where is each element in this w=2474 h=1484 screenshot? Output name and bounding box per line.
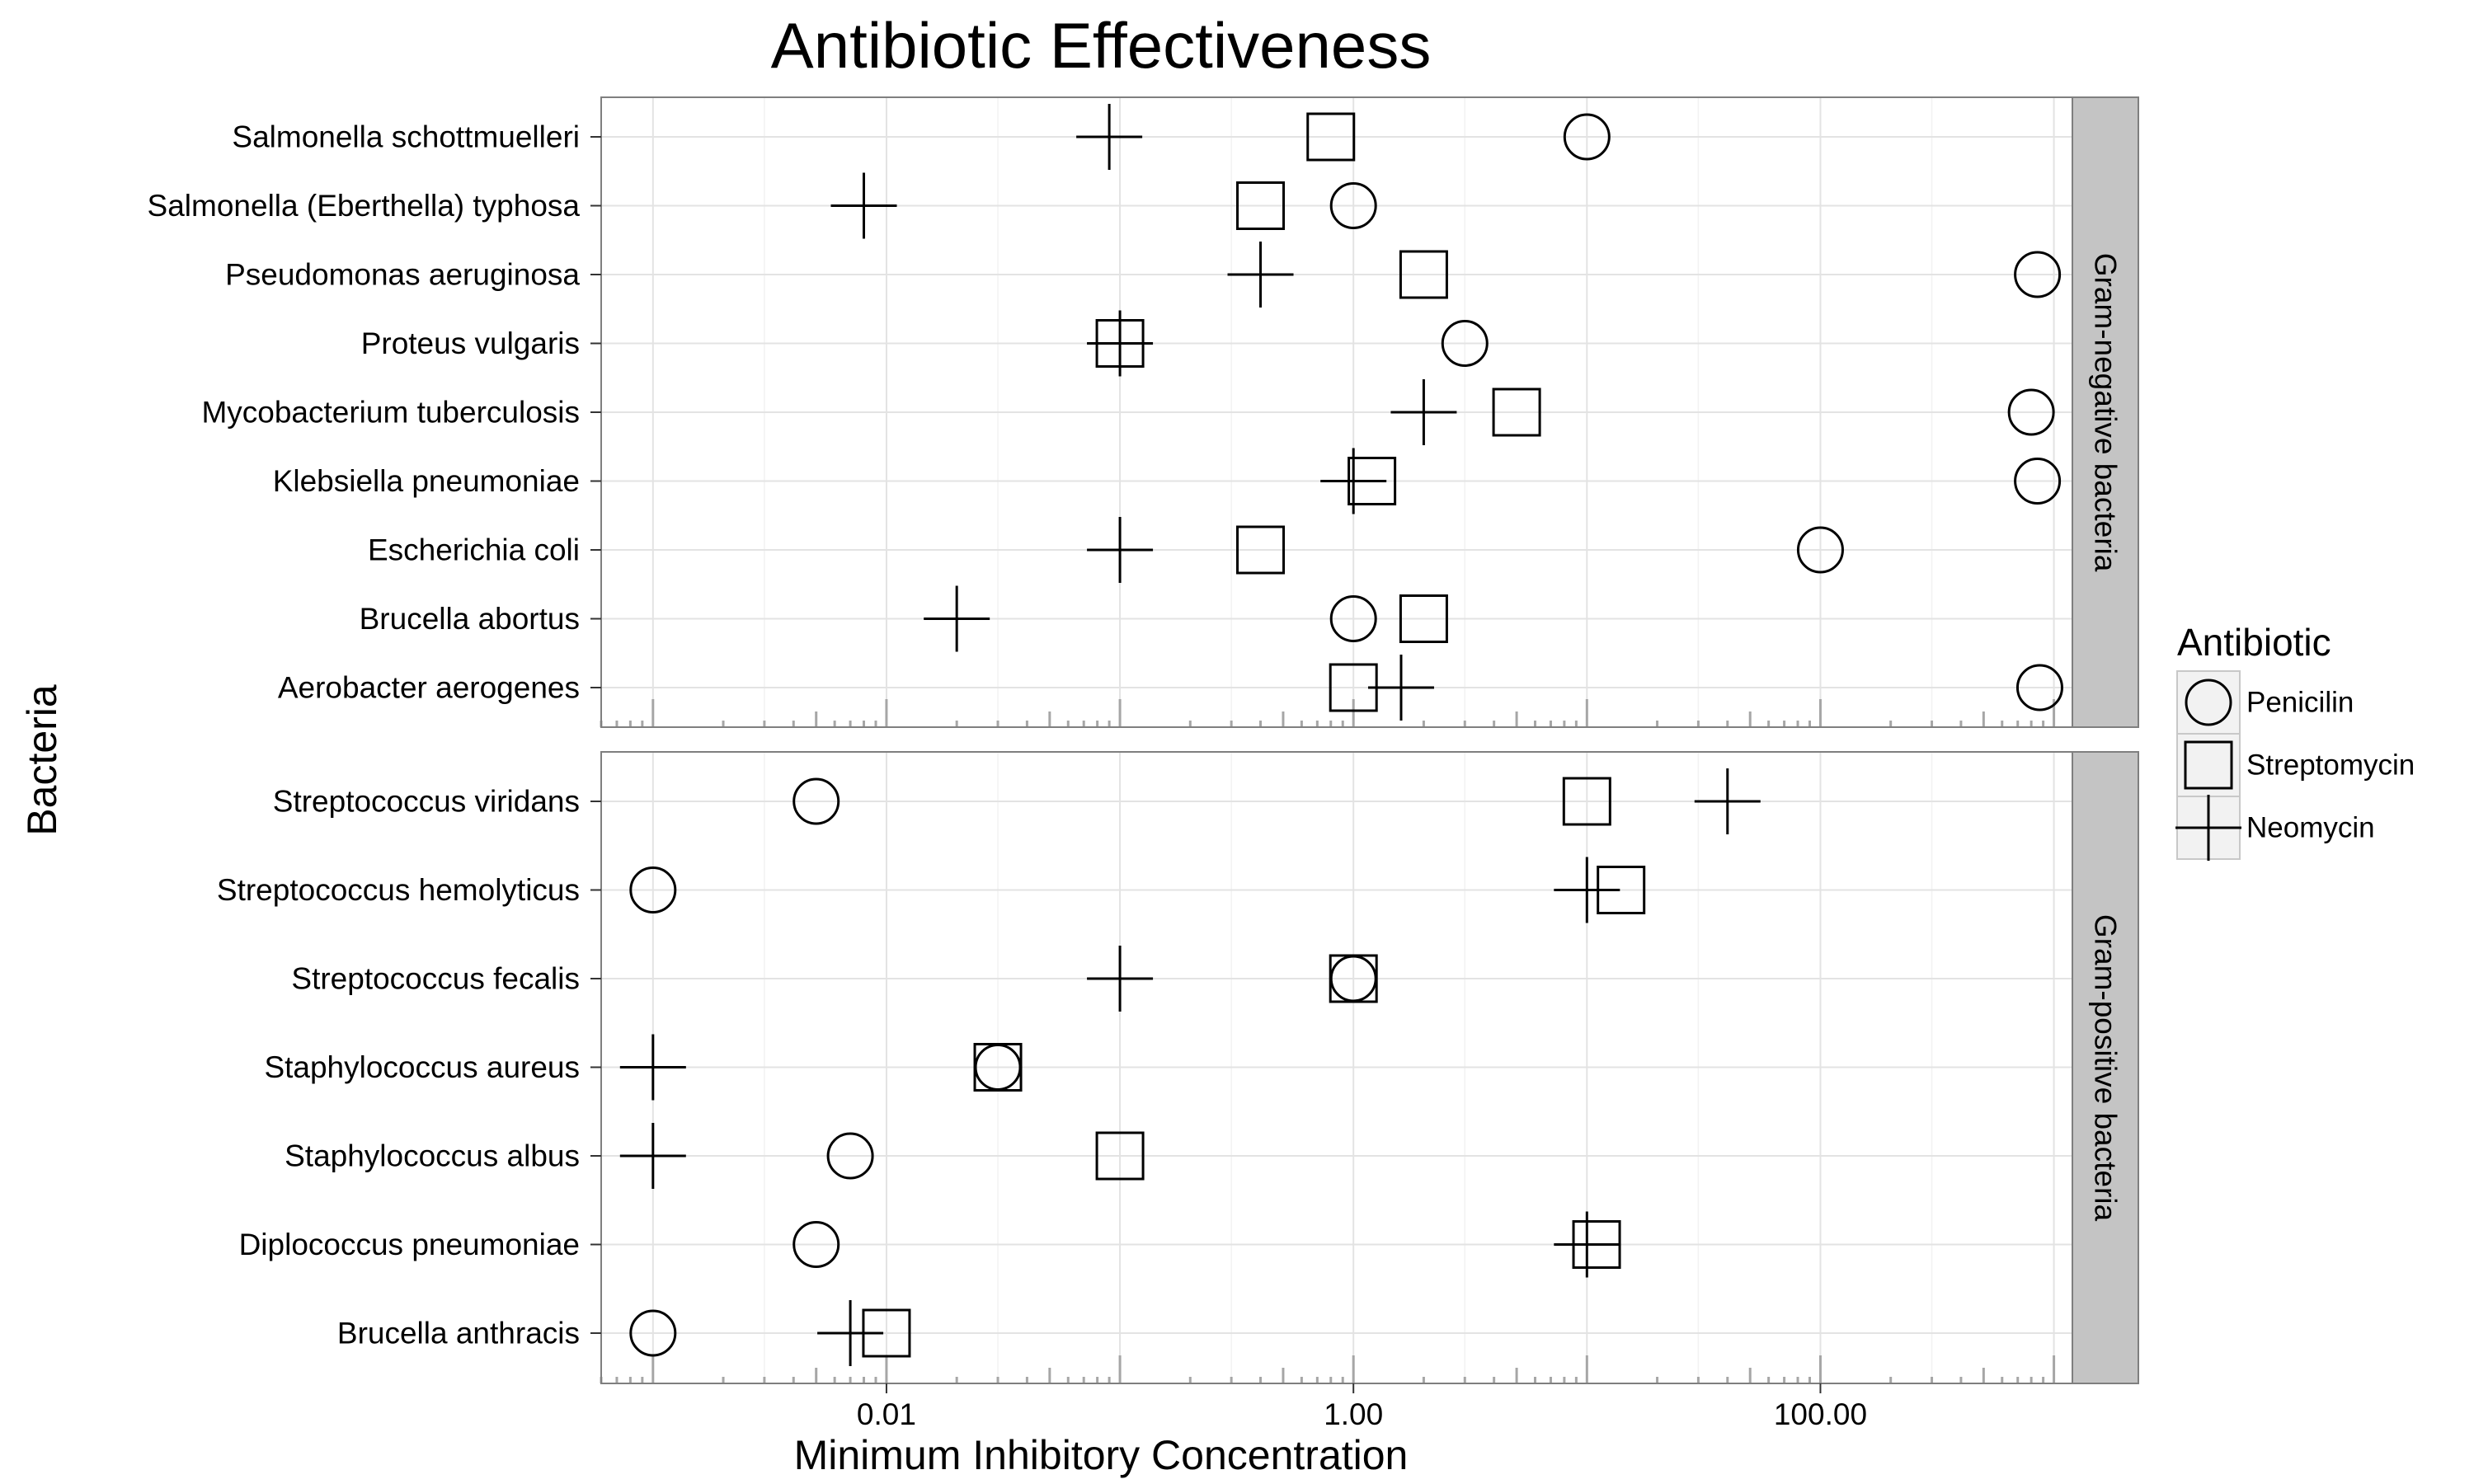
points [619,768,1761,1366]
legend-penicilin-circle [2185,679,2232,726]
point-streptomycin-square [973,1043,1023,1092]
category-label: Diplococcus pneumoniae [239,1228,580,1261]
point-penicilin-circle [629,866,677,913]
legend-entry: Neomycin [2175,795,2375,861]
legend: Antibiotic Penicilin Streptomycin Neomycin [2175,621,2415,861]
point-streptomycin-square [1306,112,1356,162]
facet-strip [2072,96,2139,728]
point-streptomycin-square [1329,954,1378,1003]
category-label: Brucella anthracis [337,1317,580,1350]
legend-entry: Penicilin [2176,670,2354,735]
facet-strip [2072,751,2139,1384]
panel-1: Gram-negative bacteria Salmonella schottm… [148,96,2139,728]
point-neomycin-plus [1076,104,1143,170]
point-neomycin-plus [1087,946,1154,1012]
point-neomycin-plus [817,1300,884,1366]
panels: Gram-negative bacteria Salmonella schottm… [148,96,2139,1384]
category-label: Proteus vulgaris [361,326,580,360]
category-label: Salmonella (Eberthella) typhosa [148,189,581,223]
point-streptomycin-square [1095,1131,1145,1181]
x-tick-label: 100.00 [1774,1397,1867,1431]
legend-label: Neomycin [2246,812,2375,844]
point-neomycin-plus [1227,242,1294,308]
point-neomycin-plus [1320,448,1387,514]
point-neomycin-plus [1367,655,1434,721]
point-streptomycin-square [1399,594,1448,643]
point-penicilin-circle [2014,251,2062,298]
facet-strip-label: Gram-positive bacteria [2089,914,2123,1222]
point-penicilin-circle [2007,388,2055,436]
category-label: Streptococcus fecalis [291,962,580,996]
point-streptomycin-square [1399,250,1448,299]
category-label: Pseudomonas aeruginosa [225,258,580,292]
point-streptomycin-square [1562,777,1611,826]
point-neomycin-plus [830,172,897,239]
category-label: Streptococcus hemolyticus [217,873,580,907]
point-neomycin-plus [1390,379,1457,445]
point-streptomycin-square [1236,525,1286,575]
point-penicilin-circle [1796,526,1844,574]
point-penicilin-circle [1563,113,1611,161]
point-neomycin-plus [1087,517,1154,583]
panel-2: Gram-positive bacteria Streptococcus viri… [217,751,2139,1384]
legend-label: Penicilin [2246,687,2354,719]
point-neomycin-plus [1694,768,1761,834]
point-penicilin-circle [2014,458,2062,505]
category-label: Mycobacterium tuberculosis [201,396,580,430]
chart-title: Antibiotic Effectiveness [771,9,1432,82]
category-label: Staphylococcus albus [285,1139,580,1173]
point-penicilin-circle [793,1221,840,1268]
point-streptomycin-square [1236,181,1286,230]
y-axis-title: Bacteria [19,684,65,836]
point-penicilin-circle [1329,595,1377,642]
point-neomycin-plus [619,1123,686,1189]
x-axis-title: Minimum Inhibitory Concentration [794,1432,1409,1478]
x-tick-label: 1.00 [1324,1397,1383,1431]
point-neomycin-plus [924,585,990,652]
legend-entry: Streptomycin [2176,733,2415,797]
category-label: Aerobacter aerogenes [278,671,580,705]
legend-label: Streptomycin [2246,749,2415,782]
category-label: Escherichia coli [368,533,580,567]
point-neomycin-plus [1087,310,1154,377]
x-tick-label: 0.01 [857,1397,916,1431]
point-neomycin-plus [1554,857,1620,923]
category-label: Brucella abortus [360,602,580,636]
points [830,104,2063,721]
point-penicilin-circle [1441,320,1489,367]
point-penicilin-circle [793,777,840,825]
facet-strip-label: Gram-negative bacteria [2089,253,2123,572]
legend-streptomycin-square [2184,740,2233,790]
legend-key [2176,733,2241,797]
legend-entries: Penicilin Streptomycin Neomycin [2175,670,2415,861]
point-penicilin-circle [2015,664,2063,711]
category-label: Klebsiella pneumoniae [273,464,580,498]
point-penicilin-circle [629,1309,677,1357]
point-streptomycin-square [1492,387,1541,437]
point-penicilin-circle [1329,182,1377,229]
point-penicilin-circle [826,1132,874,1180]
legend-neomycin-plus [2175,795,2241,861]
x-axis: 0.01 1.00 100.00 [857,1383,1867,1431]
category-label: Streptococcus viridans [273,785,580,819]
category-label: Salmonella schottmuelleri [232,120,580,154]
point-neomycin-plus [1554,1211,1620,1278]
legend-title: Antibiotic [2177,621,2331,664]
point-neomycin-plus [619,1034,686,1101]
category-label: Staphylococcus aureus [264,1050,580,1084]
